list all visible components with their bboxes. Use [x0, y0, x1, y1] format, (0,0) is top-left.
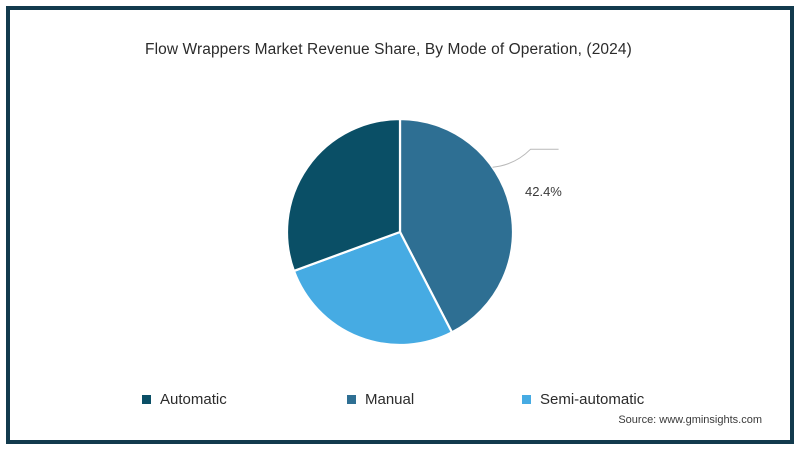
chart-figure-frame: Flow Wrappers Market Revenue Share, By M… [6, 6, 794, 444]
legend-label: Automatic [160, 390, 227, 408]
data-label-leader-line [492, 148, 559, 168]
chart-legend: Automatic Manual Semi-automatic [10, 388, 798, 412]
data-label-manual: 42.4% [525, 184, 562, 199]
pie-slice-automatic[interactable] [285, 117, 402, 273]
pie-slice-semi-automatic[interactable] [292, 230, 454, 347]
chart-title: Flow Wrappers Market Revenue Share, By M… [145, 41, 632, 58]
legend-item-automatic[interactable]: Automatic [142, 388, 227, 410]
legend-swatch-icon [142, 394, 151, 404]
legend-swatch-icon [522, 394, 531, 404]
source-note: Source: www.gminsights.com [618, 414, 762, 426]
legend-item-semi-automatic[interactable]: Semi-automatic [522, 388, 644, 410]
pie-chart [10, 10, 798, 448]
legend-swatch-icon [347, 394, 356, 404]
pie-chart-svg [285, 117, 559, 347]
legend-label: Semi-automatic [540, 390, 645, 408]
legend-item-manual[interactable]: Manual [347, 388, 414, 410]
pie-slices [285, 117, 515, 347]
legend-label: Manual [365, 390, 415, 408]
pie-slice-manual[interactable] [398, 117, 515, 334]
